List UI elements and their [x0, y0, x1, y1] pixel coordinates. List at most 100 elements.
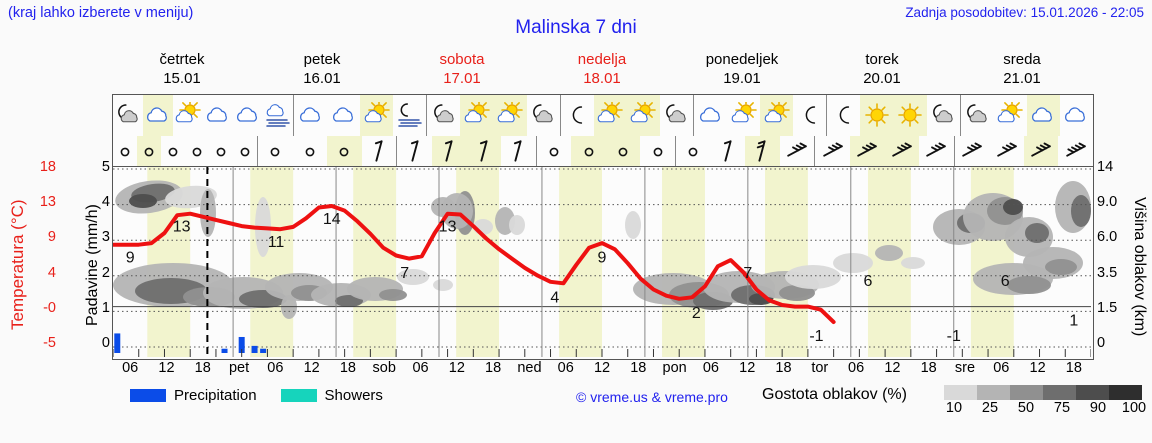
x-tick-12: 12: [884, 360, 901, 376]
temperature-label: 14: [323, 211, 341, 228]
daytime-band: [353, 167, 397, 357]
cloud-density-blob: [509, 215, 525, 235]
weather-icon-cloud-fog: [263, 95, 293, 137]
icon-day-column-nedelja: [561, 95, 694, 137]
weather-icon-sun-cloud: [727, 95, 760, 137]
density-swatch-50: [1010, 385, 1043, 400]
wind-barb: [362, 136, 397, 166]
cloud-density-blob: [901, 257, 925, 269]
x-tick-06: 06: [993, 360, 1010, 376]
daytime-band: [250, 167, 294, 357]
x-tick-12: 12: [303, 360, 320, 376]
cloud-tick-3: 3.5: [1097, 264, 1118, 281]
temperature-label: 4: [550, 289, 559, 306]
x-tick-pet: pet: [228, 360, 250, 376]
temperature-label: -1: [947, 328, 961, 345]
precipitation-tick-4: 1: [101, 299, 110, 316]
day-header-sobota: sobota 17.01: [392, 50, 532, 92]
day-header-row: četrtek 15.01 petek 16.01 sobota 17.01 nedelja…: [112, 50, 1092, 92]
wind-barb: [745, 136, 780, 166]
temperature-label: 1: [1069, 313, 1078, 330]
copyright-text[interactable]: © vreme.us & vreme.pro: [576, 389, 728, 405]
wind-barb: [815, 136, 850, 166]
x-tick-12: 12: [593, 360, 611, 376]
cloud-density-blob: [1045, 259, 1077, 275]
daytime-band: [662, 167, 705, 357]
wind-barb: [1058, 136, 1093, 166]
x-tick-12: 12: [739, 360, 756, 376]
day-date: 16.01: [303, 70, 341, 87]
wind-barb: [258, 136, 293, 166]
temperature-label: 7: [400, 265, 409, 282]
wind-barb: [431, 136, 467, 166]
day-name: petek: [303, 51, 341, 68]
temperature-tick-5: -5: [43, 335, 56, 351]
day-date: 20.01: [863, 70, 901, 87]
wind-barb: [397, 136, 432, 166]
cloud-density-blob: [129, 194, 157, 208]
x-tick-18: 18: [920, 360, 937, 376]
temperature-label: 2: [692, 305, 701, 322]
icon-day-column-petek: [294, 95, 428, 137]
temperature-label: 7: [743, 265, 752, 282]
icon-day-column-torek: [827, 95, 961, 137]
cloud-density-blob: [433, 279, 453, 291]
day-header-ponedeljek: ponedeljek 19.01: [672, 50, 812, 92]
wind-barb: [185, 136, 209, 166]
temperature-tick-0: 18: [39, 159, 56, 175]
density-swatch-10: [944, 385, 977, 400]
cloud-density-blob: [779, 285, 815, 301]
cloud-density-values: 10 25 50 75 90 100: [936, 400, 1152, 416]
weather-icon-sun-cloud: [173, 95, 203, 137]
icon-day-column-sreda: [961, 95, 1093, 137]
cloud-height-axis-title: Višina oblakov (km): [1131, 197, 1148, 337]
cloud-density-blob: [1007, 276, 1051, 294]
wind-barb: [233, 136, 257, 166]
wind-day-column-sreda: [955, 136, 1093, 166]
x-tick-06: 06: [848, 360, 865, 376]
wind-day-column-petek: [258, 136, 398, 166]
temperature-label: 6: [1001, 273, 1010, 290]
weather-icon-cloud: [1026, 95, 1060, 137]
precipitation-bar: [251, 345, 258, 353]
cloud-density-blob: [379, 289, 407, 301]
temperature-axis-title: Temperatura (°C): [8, 199, 27, 331]
day-name: ponedeljek: [705, 51, 779, 68]
day-name: četrtek: [159, 51, 205, 68]
day-header-petek: petek 16.01: [252, 50, 392, 92]
day-name: torek: [865, 51, 899, 68]
wind-day-column-četrtek: [113, 136, 258, 166]
cloud-tick-1: 9.0: [1097, 194, 1118, 211]
wind-day-column-ponedeljek: [676, 136, 816, 166]
cloud-tick-5: 0: [1097, 335, 1106, 351]
wind-barb: [955, 136, 990, 166]
x-tick-06: 06: [122, 360, 139, 376]
density-value-90: 90: [1089, 400, 1107, 416]
daytime-band: [765, 167, 808, 357]
cloud-density-blob: [785, 265, 841, 289]
icon-day-column-ponedeljek: [694, 95, 828, 137]
cloud-density-blob: [397, 269, 429, 285]
wind-barb: [209, 136, 233, 166]
day-date: 17.01: [443, 70, 481, 87]
wind-barb: [640, 136, 675, 166]
weather-icon-band: [112, 94, 1094, 137]
precipitation-tick-0: 5: [101, 159, 110, 175]
precipitation-bar: [114, 333, 121, 353]
day-date: 15.01: [163, 70, 201, 87]
precipitation-tick-2: 3: [101, 229, 110, 246]
density-value-100: 100: [1121, 400, 1147, 416]
weather-icon-cloud: [203, 95, 233, 137]
wind-barb: [1023, 136, 1059, 166]
wind-barb: [711, 136, 746, 166]
x-tick-18: 18: [1065, 360, 1082, 376]
density-value-50: 50: [1017, 400, 1035, 416]
showers-legend-label: Showers: [324, 387, 383, 404]
page-title: Malinska 7 dni: [515, 17, 637, 38]
cloud-density-blob: [1003, 199, 1023, 215]
temperature-tick-3: 4: [47, 264, 56, 281]
x-tick-18: 18: [630, 360, 647, 376]
wind-barb: [989, 136, 1024, 166]
cloud-density-blob: [625, 211, 641, 239]
cloud-density-legend-label: Gostota oblakov (%): [762, 386, 907, 403]
